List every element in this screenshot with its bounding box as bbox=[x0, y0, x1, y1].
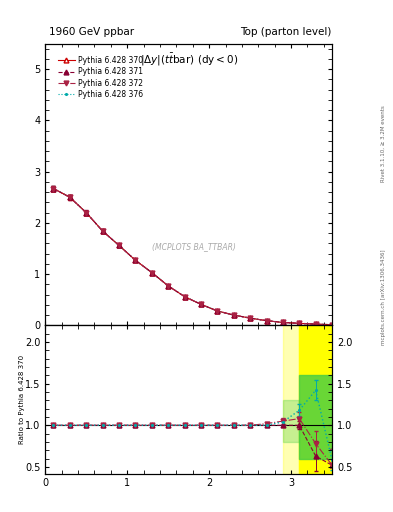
Text: Top (parton level): Top (parton level) bbox=[240, 27, 331, 37]
Bar bbox=[299, 325, 332, 474]
Text: $|\Delta y|(\mathit{t\bar{t}\mathrm{bar}})\ (\mathrm{dy} < 0)$: $|\Delta y|(\mathit{t\bar{t}\mathrm{bar}… bbox=[140, 52, 238, 68]
Bar bbox=[283, 400, 299, 442]
Legend: Pythia 6.428 370, Pythia 6.428 371, Pythia 6.428 372, Pythia 6.428 376: Pythia 6.428 370, Pythia 6.428 371, Pyth… bbox=[55, 53, 147, 102]
Text: 1960 GeV ppbar: 1960 GeV ppbar bbox=[49, 27, 134, 37]
Bar bbox=[283, 325, 299, 474]
Text: mcplots.cern.ch [arXiv:1306.3436]: mcplots.cern.ch [arXiv:1306.3436] bbox=[381, 249, 386, 345]
Text: (MCPLOTS BA_TTBAR): (MCPLOTS BA_TTBAR) bbox=[152, 242, 236, 251]
Y-axis label: Ratio to Pythia 6.428 370: Ratio to Pythia 6.428 370 bbox=[19, 355, 25, 444]
Text: Rivet 3.1.10, ≥ 3.2M events: Rivet 3.1.10, ≥ 3.2M events bbox=[381, 105, 386, 182]
Bar bbox=[299, 375, 332, 459]
